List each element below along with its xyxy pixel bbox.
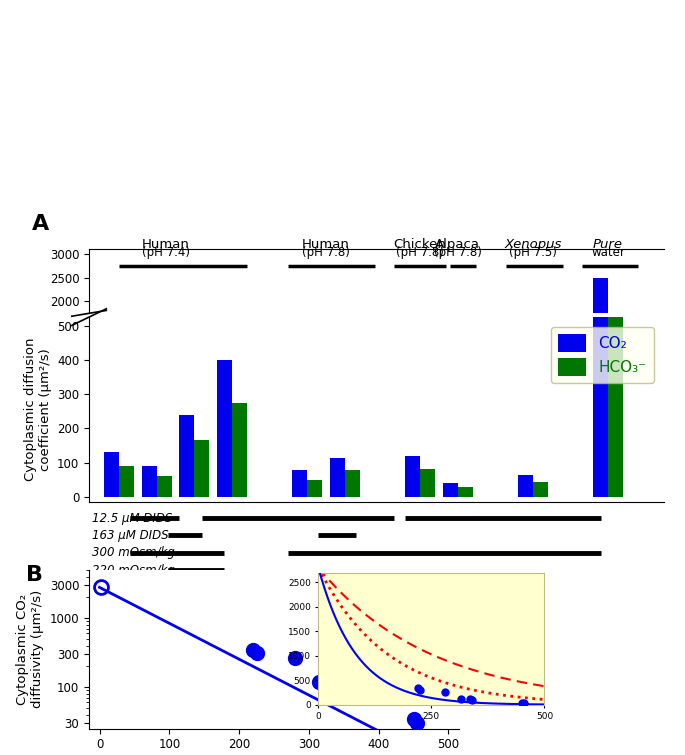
Bar bbox=[292, 393, 307, 396]
Bar bbox=[593, 278, 608, 396]
Bar bbox=[157, 476, 172, 497]
Bar bbox=[420, 469, 435, 497]
Bar bbox=[329, 458, 345, 497]
Bar bbox=[443, 483, 458, 497]
Bar bbox=[405, 391, 420, 396]
Bar bbox=[217, 360, 232, 497]
Text: Alpaca: Alpaca bbox=[435, 238, 480, 251]
Text: 163 μM DIDS: 163 μM DIDS bbox=[92, 528, 169, 542]
Bar bbox=[232, 402, 247, 497]
Bar bbox=[104, 390, 119, 396]
Text: 220 mOsm/kg: 220 mOsm/kg bbox=[92, 563, 175, 577]
Bar bbox=[119, 393, 134, 396]
Bar bbox=[292, 470, 307, 497]
Bar bbox=[458, 395, 473, 396]
Text: (pH 7.8): (pH 7.8) bbox=[434, 246, 482, 259]
Bar bbox=[608, 278, 623, 497]
Text: Xenopus: Xenopus bbox=[504, 238, 562, 251]
Bar bbox=[217, 378, 232, 396]
Bar bbox=[608, 366, 623, 396]
Text: 12.5 μM DIDS: 12.5 μM DIDS bbox=[92, 511, 173, 525]
Text: Human: Human bbox=[302, 238, 350, 251]
Bar bbox=[142, 393, 157, 396]
Bar bbox=[232, 384, 247, 396]
Bar bbox=[420, 393, 435, 396]
Y-axis label: Cytoplasmic diffusion
coefficient (μm²/s): Cytoplasmic diffusion coefficient (μm²/s… bbox=[23, 337, 51, 482]
Bar bbox=[179, 385, 195, 396]
Text: Pure: Pure bbox=[593, 238, 623, 251]
Text: 300 mOsm/kg: 300 mOsm/kg bbox=[92, 546, 175, 559]
Bar bbox=[119, 466, 134, 497]
Bar bbox=[104, 452, 119, 497]
Bar bbox=[157, 393, 172, 396]
Bar bbox=[307, 394, 322, 396]
Text: B: B bbox=[26, 565, 43, 585]
Bar bbox=[195, 440, 210, 497]
Bar bbox=[179, 414, 195, 497]
Legend: CO₂, HCO₃⁻: CO₂, HCO₃⁻ bbox=[551, 327, 654, 384]
Text: 170 mOsm/kg: 170 mOsm/kg bbox=[92, 581, 175, 594]
Text: (pH 7.4): (pH 7.4) bbox=[142, 246, 190, 259]
Text: Human: Human bbox=[142, 238, 190, 251]
Bar bbox=[405, 456, 420, 497]
Bar bbox=[195, 389, 210, 396]
Text: (pH 7.8): (pH 7.8) bbox=[302, 246, 350, 259]
Bar bbox=[518, 393, 533, 396]
Bar bbox=[533, 394, 548, 396]
Text: (pH 7.5): (pH 7.5) bbox=[509, 246, 557, 259]
Text: A: A bbox=[32, 214, 49, 234]
Bar bbox=[533, 482, 548, 497]
Bar bbox=[458, 487, 473, 497]
Bar bbox=[307, 480, 322, 497]
Bar bbox=[443, 395, 458, 396]
Bar bbox=[142, 466, 157, 497]
Bar bbox=[593, 0, 608, 497]
Bar bbox=[329, 391, 345, 396]
Y-axis label: Cytoplasmic CO₂
diffusivity (μm²/s): Cytoplasmic CO₂ diffusivity (μm²/s) bbox=[16, 590, 44, 708]
Text: (pH 7.8): (pH 7.8) bbox=[396, 246, 444, 259]
Bar bbox=[518, 475, 533, 497]
Text: water: water bbox=[591, 246, 625, 259]
Bar bbox=[345, 470, 360, 497]
Text: Chicken: Chicken bbox=[394, 238, 447, 251]
Bar bbox=[345, 393, 360, 396]
